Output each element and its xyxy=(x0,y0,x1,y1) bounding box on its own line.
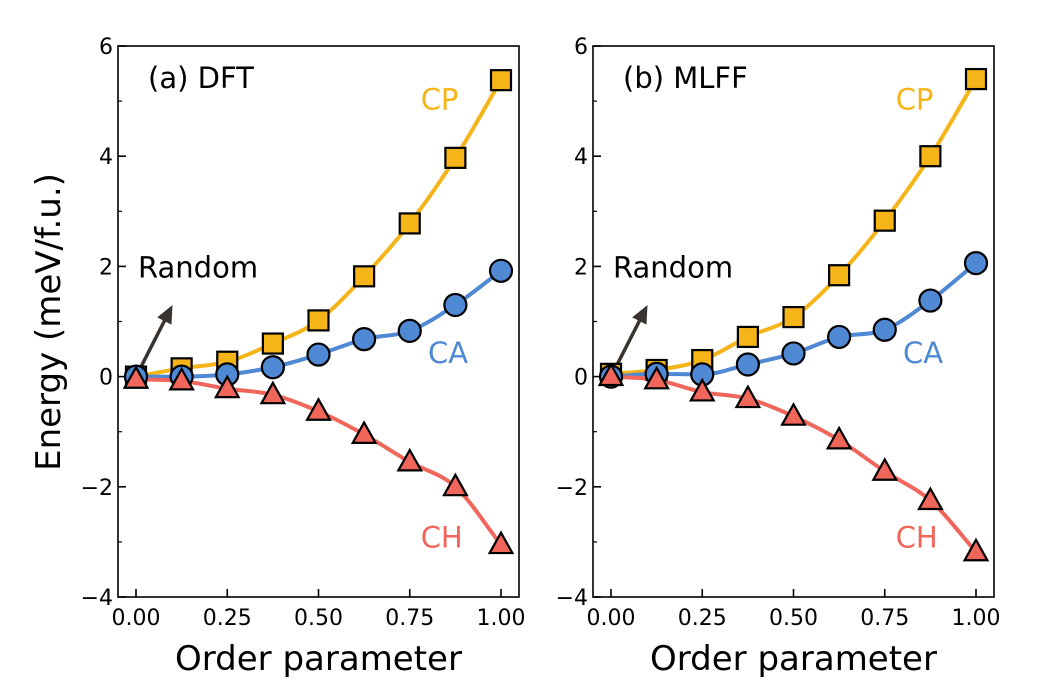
data-point-ch xyxy=(122,365,150,389)
series-label-cp: CP xyxy=(421,82,459,116)
data-point-cp xyxy=(736,325,759,349)
random-label: Random xyxy=(613,250,733,284)
data-point-cp xyxy=(828,264,851,287)
data-point-cp xyxy=(444,146,467,169)
data-point-ch xyxy=(305,397,332,421)
data-point-ca xyxy=(260,355,285,380)
y-tick-label: 2 xyxy=(574,255,588,280)
data-point-ch xyxy=(780,402,807,426)
data-point-cp xyxy=(307,309,330,332)
data-point-ch xyxy=(350,420,378,444)
x-axis-title: Order parameter xyxy=(650,639,937,679)
data-point-ch xyxy=(734,384,762,409)
y-tick-label: 0 xyxy=(574,366,588,391)
data-point-ca xyxy=(735,352,760,377)
x-axis-title: Order parameter xyxy=(175,639,462,679)
data-point-ch xyxy=(688,377,716,402)
y-tick-label: −2 xyxy=(556,476,588,501)
data-point-cp xyxy=(782,305,805,329)
data-point-ca xyxy=(918,288,943,313)
data-point-ch xyxy=(597,362,625,387)
x-tick-label: 0.50 xyxy=(769,606,818,631)
data-point-ch xyxy=(962,537,990,562)
data-point-ca xyxy=(872,317,897,342)
y-axis-title: Energy (meV/f.u.) xyxy=(29,173,69,471)
series-label-ca: CA xyxy=(428,336,468,370)
data-point-ca xyxy=(827,324,852,350)
random-arrow-head xyxy=(157,304,173,325)
random-label: Random xyxy=(138,250,258,284)
x-tick-label: 0.75 xyxy=(860,606,909,631)
y-tick-label: 4 xyxy=(574,145,588,170)
data-point-ca xyxy=(397,318,422,343)
series-line-cp xyxy=(609,77,978,376)
data-point-cp xyxy=(919,145,942,168)
panel-title: (a) DFT xyxy=(148,61,254,95)
data-point-cp xyxy=(489,69,513,92)
panel-title: (b) MLFF xyxy=(623,61,748,95)
data-point-ca xyxy=(781,341,806,366)
y-tick-label: 2 xyxy=(99,255,113,280)
panel-dft: −4 −2 0 2 4 6 0.00 0.25 0.50 0.75 1.00 Order parame… xyxy=(81,35,526,679)
x-tick-label: 0.00 xyxy=(587,606,636,631)
y-tick-label: −2 xyxy=(81,476,113,501)
x-tick-label: 0.75 xyxy=(385,606,434,631)
data-point-cp xyxy=(261,332,284,355)
data-point-ca xyxy=(443,292,468,318)
data-point-cp xyxy=(873,209,896,232)
y-tick-label: 6 xyxy=(99,35,113,60)
data-point-ch xyxy=(825,425,853,450)
series-label-cp: CP xyxy=(896,82,934,116)
x-tick-label: 0.25 xyxy=(203,606,252,631)
data-point-ca xyxy=(488,258,514,283)
data-point-cp xyxy=(964,67,988,91)
data-point-cp xyxy=(353,265,376,288)
x-tick-label: 1.00 xyxy=(477,606,526,631)
data-point-cp xyxy=(398,212,421,235)
x-tick-label: 0.50 xyxy=(294,606,343,631)
panel-mlff: −4 −2 0 2 4 6 0.00 0.25 0.50 0.75 1.00 Order parame… xyxy=(556,35,1001,679)
data-point-ch xyxy=(442,472,469,497)
x-tick-label: 0.25 xyxy=(678,606,727,631)
series-label-ca: CA xyxy=(903,336,943,370)
x-tick-label: 1.00 xyxy=(952,606,1001,631)
x-tick-label: 0.00 xyxy=(112,606,161,631)
data-point-ch xyxy=(487,530,515,555)
y-tick-label: 4 xyxy=(99,145,113,170)
y-tick-label: 0 xyxy=(99,366,113,391)
data-point-ch xyxy=(396,447,424,472)
series-label-ch: CH xyxy=(896,520,938,554)
series-line-cp xyxy=(134,78,503,379)
data-point-ca xyxy=(306,342,331,367)
data-point-ch xyxy=(259,380,287,405)
y-tick-label: −4 xyxy=(556,586,588,611)
data-point-ch xyxy=(643,365,670,390)
data-point-ch xyxy=(168,366,195,391)
series-label-ch: CH xyxy=(421,520,463,554)
data-point-ch xyxy=(917,486,944,511)
data-point-ca xyxy=(352,327,377,352)
data-point-ca xyxy=(963,250,989,276)
data-point-ch xyxy=(871,457,899,481)
y-tick-label: −4 xyxy=(81,586,113,611)
data-point-ch xyxy=(213,374,241,399)
y-tick-label: 6 xyxy=(574,35,588,60)
random-arrow-head xyxy=(632,304,648,325)
